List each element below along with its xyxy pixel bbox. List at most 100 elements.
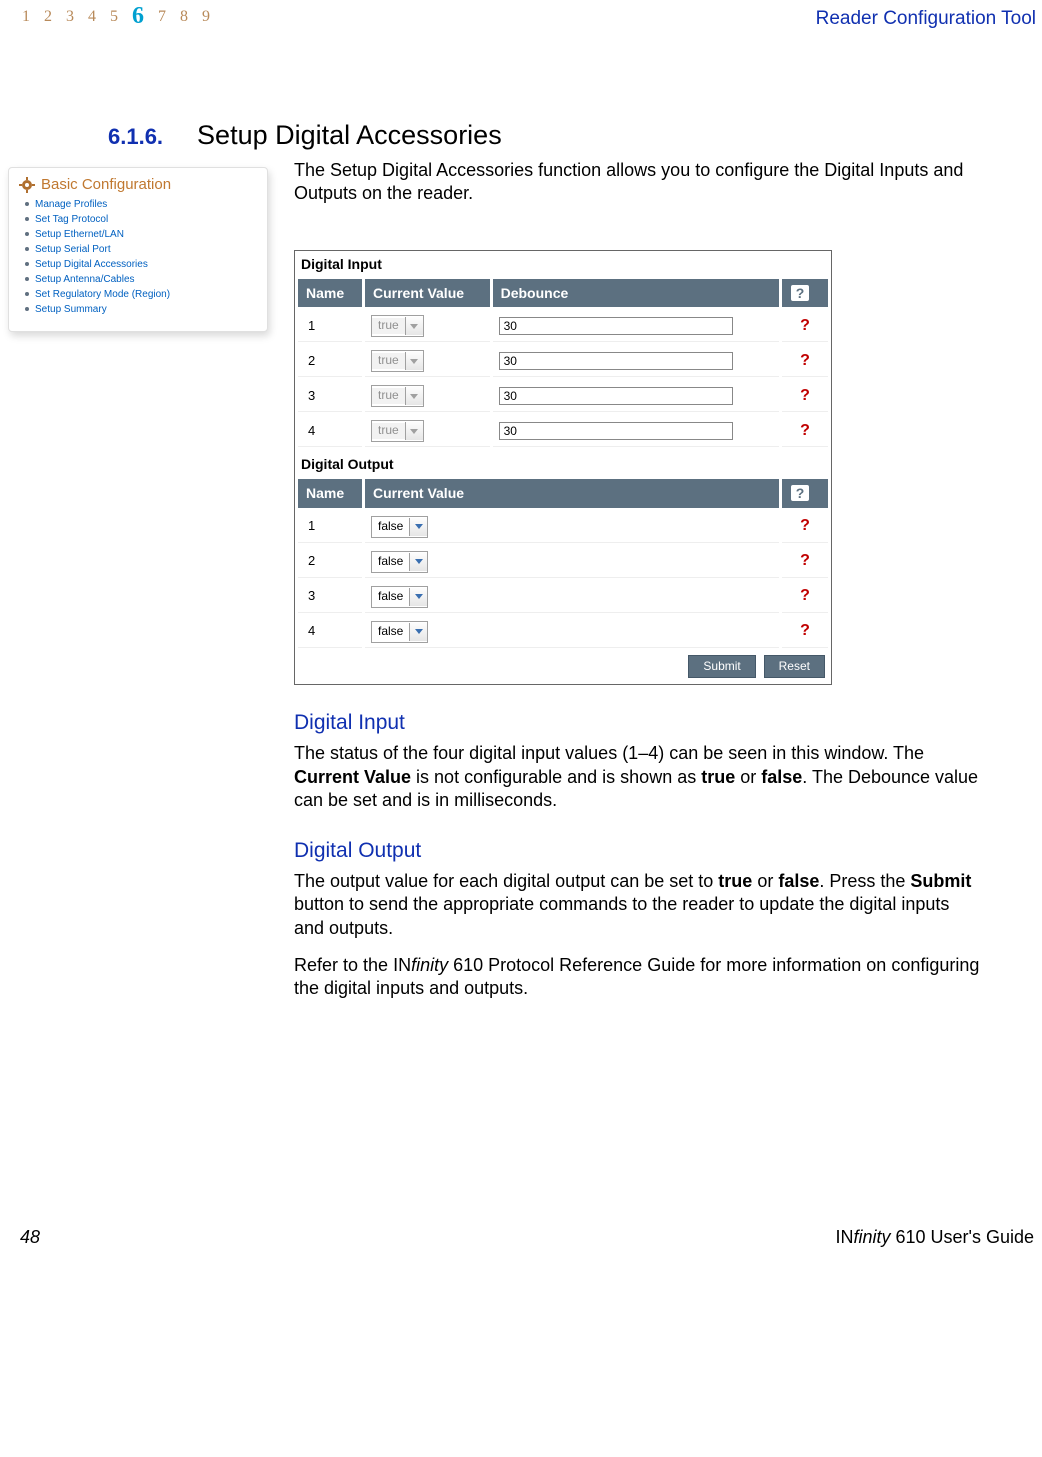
table-row: 2false? <box>298 547 828 578</box>
cell-debounce <box>493 381 779 412</box>
cell-current: true <box>365 416 490 447</box>
cell-current: true <box>365 346 490 377</box>
sidebar-item[interactable]: Set Regulatory Mode (Region) <box>25 287 257 302</box>
cell-help: ? <box>782 381 828 412</box>
cell-name: 3 <box>298 582 362 613</box>
help-icon[interactable]: ? <box>800 517 810 534</box>
text: true <box>718 871 752 891</box>
chevron-down-icon[interactable] <box>409 553 427 571</box>
digital-output-heading: Digital Output <box>294 837 984 864</box>
chapter-nav: 123456789 <box>16 3 218 30</box>
digital-input-text: The status of the four digital input val… <box>294 742 984 812</box>
reset-button[interactable]: Reset <box>764 655 825 679</box>
chevron-down-icon[interactable] <box>409 588 427 606</box>
current-value-dropdown[interactable]: false <box>371 551 428 573</box>
current-value-dropdown[interactable]: false <box>371 586 428 608</box>
help-icon[interactable]: ? <box>800 387 810 404</box>
table-row: 1 true? <box>298 311 828 342</box>
help-icon[interactable]: ? <box>800 552 810 569</box>
sidebar-title: Basic Configuration <box>41 176 171 193</box>
table-row: 1 false? <box>298 512 828 543</box>
cell-name: 2 <box>298 346 362 377</box>
col-debounce: Debounce <box>493 279 779 307</box>
footer-title: INfinity 610 User's Guide <box>835 1227 1034 1248</box>
cell-name: 1 <box>298 311 362 342</box>
help-icon[interactable]: ? <box>800 587 810 604</box>
help-icon[interactable]: ? <box>800 317 810 334</box>
cell-help: ? <box>782 311 828 342</box>
chapter-8[interactable]: 8 <box>180 8 190 25</box>
section-number: 6.1.6. <box>108 124 163 150</box>
text: false <box>761 767 802 787</box>
sidebar-item[interactable]: Manage Profiles <box>25 197 257 212</box>
text: Refer to the <box>294 955 393 975</box>
cell-current: false <box>365 547 779 578</box>
text: IN <box>835 1227 853 1247</box>
digital-output-text: The output value for each digital output… <box>294 870 984 1001</box>
sidebar-item[interactable]: Setup Ethernet/LAN <box>25 227 257 242</box>
digital-input-heading: Digital Input <box>294 709 984 736</box>
cell-name: 4 <box>298 617 362 648</box>
chapter-5[interactable]: 5 <box>110 8 120 25</box>
page-number: 48 <box>20 1227 40 1248</box>
debounce-input[interactable] <box>499 317 733 335</box>
help-icon[interactable]: ? <box>800 622 810 639</box>
cell-help: ? <box>782 346 828 377</box>
sidebar-item[interactable]: Set Tag Protocol <box>25 212 257 227</box>
chapter-9[interactable]: 9 <box>202 8 212 25</box>
cell-name: 3 <box>298 381 362 412</box>
help-icon[interactable]: ? <box>800 422 810 439</box>
gear-icon <box>19 177 35 193</box>
sidebar-item[interactable]: Setup Serial Port <box>25 242 257 257</box>
main-content: The Setup Digital Accessories function a… <box>294 159 984 1007</box>
cell-name: 4 <box>298 416 362 447</box>
chevron-down-icon[interactable] <box>409 623 427 641</box>
table-row: 3 false? <box>298 582 828 613</box>
text: IN <box>393 955 411 975</box>
chevron-down-icon <box>405 422 423 440</box>
sidebar-item[interactable]: Setup Digital Accessories <box>25 257 257 272</box>
cell-name: 1 <box>298 512 362 543</box>
chevron-down-icon <box>405 387 423 405</box>
text: The output value for each digital output… <box>294 871 718 891</box>
chevron-down-icon[interactable] <box>409 518 427 536</box>
debounce-input[interactable] <box>499 387 733 405</box>
digital-input-table: Name Current Value Debounce ? 1true?2tru… <box>295 275 831 451</box>
text: finity <box>853 1227 890 1247</box>
chapter-6[interactable]: 6 <box>132 3 146 29</box>
cell-debounce <box>493 346 779 377</box>
text: false <box>778 871 819 891</box>
header-title: Reader Configuration Tool <box>816 8 1036 30</box>
cell-help: ? <box>782 512 828 543</box>
col-name: Name <box>298 279 362 307</box>
cell-help: ? <box>782 547 828 578</box>
table-row: 3true? <box>298 381 828 412</box>
text: 610 User's Guide <box>890 1227 1034 1247</box>
debounce-input[interactable] <box>499 352 733 370</box>
chapter-4[interactable]: 4 <box>88 8 98 25</box>
chapter-7[interactable]: 7 <box>158 8 168 25</box>
sidebar-item[interactable]: Setup Antenna/Cables <box>25 272 257 287</box>
text: 610 Protocol Reference Guide <box>448 955 695 975</box>
sidebar-item[interactable]: Setup Summary <box>25 302 257 317</box>
current-value-dropdown: true <box>371 315 424 337</box>
cell-help: ? <box>782 617 828 648</box>
debounce-input[interactable] <box>499 422 733 440</box>
current-value-dropdown[interactable]: false <box>371 516 428 538</box>
cell-current: true <box>365 381 490 412</box>
digital-output-table: Name Current Value ? 1false?2false?3fals… <box>295 475 831 651</box>
submit-button[interactable]: Submit <box>688 655 755 679</box>
digital-accessories-screenshot: Digital Input Name Current Value Debounc… <box>294 250 832 685</box>
text: is not configurable and is shown as <box>411 767 701 787</box>
help-icon[interactable]: ? <box>800 352 810 369</box>
chapter-2[interactable]: 2 <box>44 8 54 25</box>
col-help: ? <box>782 279 828 307</box>
text: or <box>735 767 761 787</box>
chapter-1[interactable]: 1 <box>22 8 32 25</box>
sidebar-screenshot: Basic Configuration Manage ProfilesSet T… <box>8 167 268 332</box>
page-footer: 48 INfinity 610 User's Guide <box>0 1227 1042 1248</box>
table-row: 2true? <box>298 346 828 377</box>
chapter-3[interactable]: 3 <box>66 8 76 25</box>
current-value-dropdown[interactable]: false <box>371 621 428 643</box>
text: Current Value <box>294 767 411 787</box>
